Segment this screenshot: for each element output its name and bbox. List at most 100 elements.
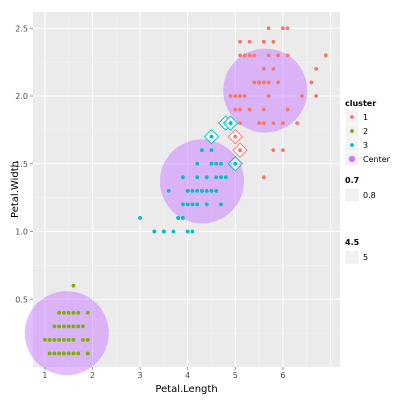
y-tick-label: 1.5 (15, 160, 28, 169)
highlight-point (209, 134, 214, 139)
legend-key (344, 187, 360, 203)
point-cluster-3 (152, 229, 157, 234)
point-cluster-1 (285, 53, 290, 58)
point-cluster-3 (190, 202, 195, 207)
point-cluster-3 (195, 175, 200, 180)
highlight-point (228, 121, 233, 126)
point-cluster-2 (71, 324, 76, 329)
point-cluster-2 (71, 310, 76, 315)
point-cluster-1 (238, 39, 242, 44)
point-cluster-3 (185, 202, 190, 207)
point-cluster-1 (252, 53, 257, 58)
point-cluster-2 (85, 310, 90, 315)
center-bubble-cluster-1 (223, 48, 308, 133)
point-cluster-2 (52, 351, 57, 356)
point-cluster-1 (242, 53, 247, 58)
point-cluster-1 (309, 80, 314, 85)
highlight-point (233, 134, 238, 139)
point-cluster-1 (271, 39, 276, 44)
legend-label: Center (363, 155, 391, 164)
center-bubble-cluster-3 (159, 139, 244, 224)
point-cluster-1 (314, 94, 319, 98)
y-tick-label: 2.0 (15, 92, 28, 101)
y-axis-title: Petal.Width (10, 161, 21, 218)
point-cluster-2 (52, 324, 57, 329)
point-cluster-1 (252, 80, 257, 85)
point-cluster-3 (219, 175, 223, 180)
point-cluster-1 (276, 53, 281, 58)
point-cluster-1 (257, 80, 261, 85)
point-cluster-3 (219, 161, 223, 166)
point-cluster-2 (57, 338, 62, 342)
point-cluster-2 (66, 351, 71, 356)
point-cluster-1 (233, 107, 238, 112)
point-cluster-1 (247, 39, 252, 44)
point-cluster-3 (176, 216, 181, 220)
highlight-point (238, 148, 242, 153)
point-cluster-3 (181, 175, 185, 180)
point-cluster-3 (190, 188, 195, 193)
legend-title-size: 0.7 (345, 176, 359, 185)
point-cluster-2 (57, 324, 62, 329)
point-cluster-1 (247, 53, 252, 58)
legend-label: 1 (363, 113, 368, 122)
point-cluster-1 (314, 67, 319, 71)
point-cluster-1 (261, 175, 266, 180)
x-axis-title: Petal.Length (155, 384, 217, 395)
point-cluster-2 (66, 310, 71, 315)
point-cluster-2 (57, 310, 62, 315)
x-tick-label: 3 (138, 371, 143, 380)
point-cluster-3 (204, 175, 209, 180)
legend-label: 2 (363, 127, 368, 136)
point-cluster-3 (209, 161, 214, 166)
legend-key-cluster-3 (350, 143, 354, 147)
point-cluster-1 (266, 94, 271, 98)
point-cluster-1 (280, 148, 285, 153)
point-cluster-1 (238, 94, 242, 98)
point-cluster-2 (47, 351, 52, 356)
point-cluster-3 (200, 148, 204, 153)
point-cluster-2 (57, 351, 62, 356)
point-cluster-3 (209, 148, 214, 153)
point-cluster-2 (76, 351, 81, 356)
x-tick-label: 4 (185, 371, 190, 380)
point-cluster-1 (242, 94, 247, 98)
point-cluster-1 (300, 94, 304, 98)
point-cluster-3 (195, 161, 200, 166)
point-cluster-3 (200, 188, 204, 193)
x-tick-label: 2 (90, 371, 95, 380)
point-cluster-2 (62, 338, 66, 342)
point-cluster-2 (42, 338, 47, 342)
point-cluster-3 (166, 188, 171, 193)
point-cluster-1 (233, 94, 238, 98)
point-cluster-1 (285, 26, 290, 31)
point-cluster-1 (285, 107, 290, 112)
point-cluster-1 (228, 94, 233, 98)
y-axis: 0.5 1.0 1.5 2.0 2.5 (15, 24, 33, 304)
point-cluster-3 (185, 188, 190, 193)
point-cluster-3 (204, 202, 209, 207)
point-cluster-1 (261, 80, 266, 85)
point-cluster-2 (62, 310, 66, 315)
point-cluster-3 (161, 229, 166, 234)
point-cluster-1 (323, 53, 328, 58)
point-cluster-3 (185, 229, 190, 234)
y-tick-label: 1.0 (15, 228, 28, 237)
point-cluster-3 (181, 202, 185, 207)
x-tick-label: 5 (233, 371, 238, 380)
point-cluster-1 (271, 148, 276, 153)
point-cluster-3 (195, 188, 200, 193)
point-cluster-3 (223, 175, 228, 180)
point-cluster-2 (85, 351, 90, 356)
point-cluster-2 (85, 338, 90, 342)
point-cluster-1 (280, 26, 285, 31)
point-cluster-2 (76, 310, 81, 315)
point-cluster-3 (209, 188, 214, 193)
point-cluster-2 (66, 338, 71, 342)
point-cluster-3 (214, 188, 219, 193)
point-cluster-3 (138, 216, 142, 220)
legend-label: 5 (363, 253, 368, 262)
x-axis: 1 2 3 4 5 6 (42, 367, 285, 380)
point-cluster-3 (214, 175, 219, 180)
